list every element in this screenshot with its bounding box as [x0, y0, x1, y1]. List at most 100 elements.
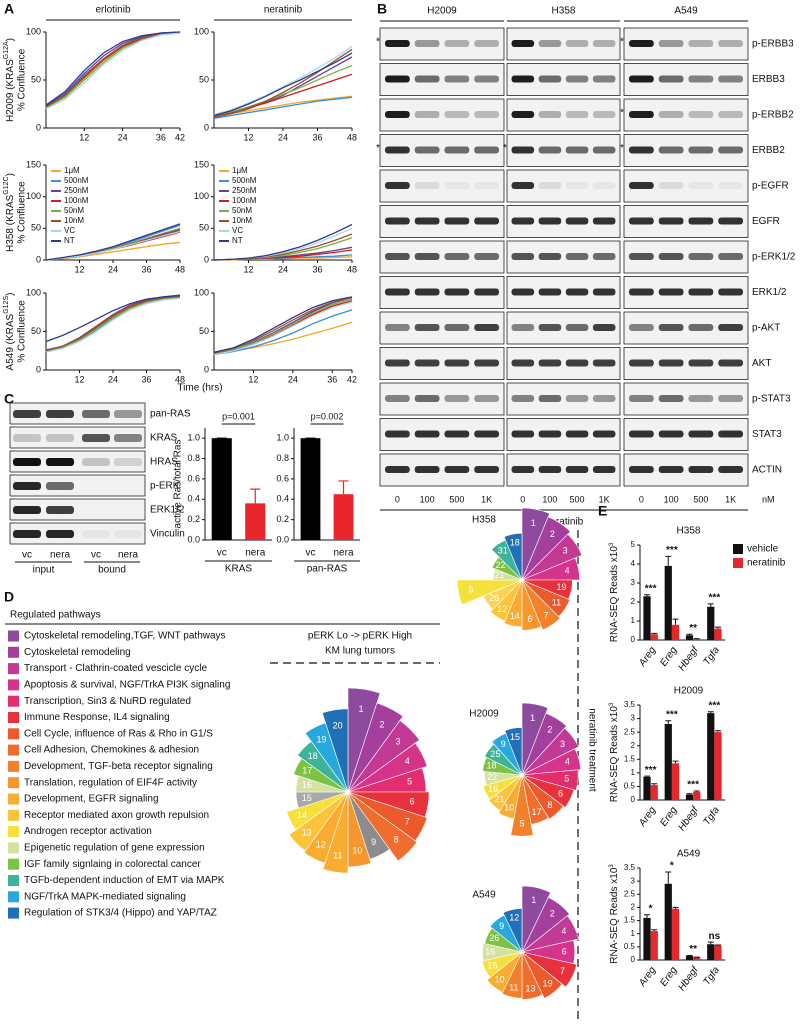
- series-line: [45, 31, 181, 108]
- blot-band: [538, 111, 562, 118]
- x-tick-label: 12: [79, 132, 89, 142]
- blot-band: [565, 253, 589, 260]
- x-tick-label: nera: [333, 548, 353, 559]
- blot-band: [688, 111, 714, 118]
- sector-label: 14: [510, 611, 520, 621]
- blot-band: [82, 410, 110, 418]
- legend-label: Cytoskeletal remodeling,TGF, WNT pathway…: [24, 631, 226, 642]
- chart-title: neratinib: [264, 5, 303, 16]
- annotation: ***: [666, 545, 678, 556]
- blot-band: [511, 395, 535, 402]
- rose-sector: [456, 579, 523, 606]
- blot-band: [658, 288, 684, 296]
- blot-band: [414, 146, 440, 154]
- series-line: [213, 52, 353, 117]
- blot-band: [718, 75, 744, 83]
- y-axis-title-sup: 3: [609, 702, 615, 706]
- rose-sector: [503, 579, 523, 628]
- blot-band: [511, 146, 535, 154]
- x-tick-label: Hbegf: [676, 804, 701, 833]
- rose-sector: [510, 774, 534, 837]
- sector-label: 14: [297, 810, 307, 820]
- legend-label: Cell Cycle, influence of Ras & Rho in G1…: [24, 728, 213, 739]
- legend-swatch: [8, 842, 19, 854]
- blot-band: [511, 359, 535, 367]
- legend-label: 100nM: [232, 196, 257, 205]
- sector-label: 4: [565, 756, 570, 766]
- bar: [707, 606, 715, 640]
- y-axis-title-part: RNA-SEQ Reads x10: [609, 706, 620, 803]
- blot-band: [718, 359, 744, 367]
- blot-band: [658, 466, 684, 473]
- legend-label: Immune Response, IL4 signaling: [24, 712, 170, 723]
- legend-label: IGF family signlaing in colorectal cance…: [24, 859, 201, 870]
- chart-title: H2009: [469, 709, 499, 720]
- bar: [671, 624, 680, 640]
- sector-label: 11: [333, 850, 342, 860]
- legend-label: 250nM: [64, 186, 89, 195]
- sector-label: 9: [501, 739, 506, 749]
- blot-header: H358: [552, 6, 576, 17]
- x-tick-label: 48: [175, 264, 185, 274]
- blot-band: [82, 458, 110, 466]
- annotation: p=0.002: [311, 411, 344, 421]
- blot-asterisk: *: [503, 143, 507, 154]
- error-bar: [714, 626, 721, 629]
- rose-sector: [347, 687, 381, 793]
- blot-band: [718, 182, 744, 189]
- blot-band: [414, 253, 440, 260]
- blot-band: [628, 182, 654, 189]
- legend-swatch: [8, 826, 19, 838]
- sector-label: 4: [405, 756, 410, 766]
- x-tick-label: vc: [217, 548, 227, 559]
- sector-label: 21: [494, 570, 504, 580]
- blot-band: [658, 75, 684, 83]
- y-tick-label: 3: [631, 578, 636, 587]
- sector-label: 11: [552, 597, 561, 607]
- bar: [650, 634, 658, 640]
- series-line: [45, 294, 181, 351]
- legend-label: 10nM: [232, 216, 252, 225]
- rose-sector: [521, 579, 542, 631]
- blot-band: [444, 324, 470, 331]
- blot-band: [628, 75, 654, 83]
- x-tick-label: Tgfa: [702, 805, 723, 828]
- rose-sector: [521, 516, 571, 581]
- y-tick-label: 0: [36, 364, 41, 374]
- blot-band: [474, 430, 500, 438]
- blot-asterisk: *: [376, 143, 380, 154]
- sector-label: 17: [302, 766, 312, 776]
- sector-label: 5: [407, 777, 412, 787]
- error-bar: [665, 555, 672, 566]
- blot-band: [46, 530, 74, 538]
- blot-band: [414, 288, 440, 296]
- blot-band: [511, 288, 535, 296]
- blot-band: [688, 324, 714, 331]
- legend-label: Receptor mediated axon growth repulsion: [24, 810, 209, 821]
- sector-label: 15: [487, 961, 497, 971]
- blot-band: [444, 359, 470, 367]
- rose-sector: [288, 791, 349, 852]
- series-line: [45, 294, 181, 343]
- y-tick-label: 0.5: [624, 782, 636, 791]
- series-line: [213, 64, 353, 117]
- blot-box: [9, 522, 146, 545]
- legend-swatch: [8, 712, 19, 723]
- blot-band: [538, 466, 562, 473]
- rose-sector: [488, 774, 523, 811]
- blot-band: [444, 111, 470, 118]
- legend-label: vehicle: [747, 544, 779, 555]
- error-bar: [644, 775, 651, 777]
- blot-band: [538, 359, 562, 367]
- x-tick-label: 24: [118, 132, 128, 142]
- bar: [714, 945, 722, 960]
- blot-row-label: EGFR: [752, 216, 780, 227]
- rose-sector: [502, 908, 523, 953]
- x-tick-label: 24: [108, 374, 118, 384]
- blot-header: H2009: [427, 6, 457, 17]
- sector-label: 4: [565, 565, 570, 575]
- blot-band: [592, 430, 616, 438]
- sector-label: 1: [359, 704, 364, 714]
- blot-band: [718, 324, 744, 331]
- sector-label: 6: [558, 789, 563, 799]
